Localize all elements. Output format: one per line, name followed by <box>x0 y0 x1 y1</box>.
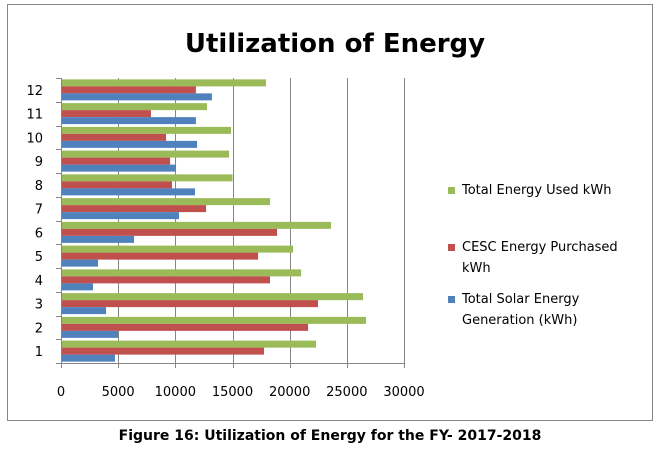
bar <box>62 181 173 189</box>
legend-label: Total Solar Energy <box>461 292 580 307</box>
x-tick-label: 25000 <box>326 385 367 400</box>
y-tick-label: 7 <box>35 203 43 218</box>
y-tick-label: 4 <box>35 274 43 289</box>
bar <box>62 174 233 182</box>
bar <box>62 157 171 165</box>
x-tick-label: 30000 <box>383 385 424 400</box>
bar <box>62 110 151 118</box>
x-tick-label: 0 <box>57 385 65 400</box>
legend-swatch <box>448 296 455 303</box>
bar <box>62 79 266 87</box>
bar <box>62 330 119 338</box>
y-tick-label: 10 <box>26 131 43 146</box>
bar <box>62 354 115 362</box>
bar-chart: Utilization of Energy 0 5000 10000 15000 200… <box>26 29 618 400</box>
figure-caption: Figure 16: Utilization of Energy for the… <box>118 428 542 444</box>
chart-frame: Utilization of Energy 0 5000 10000 15000 200… <box>7 4 653 421</box>
y-tick-label: 12 <box>26 84 43 99</box>
bar <box>62 269 302 277</box>
chart-title: Utilization of Energy <box>185 29 485 59</box>
legend-label: CESC Energy Purchased <box>462 240 618 255</box>
legend-swatch <box>448 244 455 251</box>
legend: Total Energy Used kWh CESC Energy Purchas… <box>448 183 618 328</box>
legend-label: Generation (kWh) <box>462 313 577 328</box>
y-tick-label: 8 <box>35 179 43 194</box>
bar <box>62 86 196 94</box>
axes: 0 5000 10000 15000 20000 25000 300001234567891… <box>26 78 425 400</box>
legend-swatch <box>448 187 455 194</box>
bar <box>62 259 99 267</box>
legend-label: kWh <box>462 261 491 276</box>
bar <box>62 126 232 134</box>
bar <box>62 293 364 301</box>
x-tick-label: 5000 <box>102 385 135 400</box>
bar <box>62 133 167 141</box>
bar <box>62 212 179 220</box>
bar <box>62 276 271 284</box>
bar <box>62 307 107 315</box>
bar <box>62 140 198 148</box>
y-tick-label: 11 <box>26 108 43 123</box>
bar <box>62 228 278 236</box>
bar <box>62 205 207 213</box>
bar <box>62 283 94 291</box>
bars <box>62 79 367 362</box>
bar <box>62 252 259 260</box>
bar <box>62 93 212 101</box>
bar <box>62 103 208 111</box>
bar <box>62 245 294 253</box>
bar <box>62 316 367 324</box>
bar <box>62 323 309 331</box>
bar <box>62 188 195 196</box>
bar <box>62 235 135 243</box>
y-tick-label: 3 <box>35 298 43 313</box>
y-tick-label: 6 <box>35 226 43 241</box>
y-tick-label: 5 <box>35 250 43 265</box>
x-tick-label: 10000 <box>155 385 196 400</box>
legend-label: Total Energy Used kWh <box>461 183 611 198</box>
y-tick-label: 1 <box>35 345 43 360</box>
y-tick-label: 2 <box>35 321 43 336</box>
bar <box>62 340 317 348</box>
bar <box>62 300 319 308</box>
gridlines <box>118 78 405 363</box>
bar <box>62 347 265 355</box>
bar <box>62 221 332 229</box>
bar <box>62 150 230 158</box>
y-tick-label: 9 <box>35 155 43 170</box>
bar <box>62 117 196 125</box>
bar <box>62 164 177 172</box>
x-tick-label: 15000 <box>212 385 253 400</box>
x-tick-label: 20000 <box>269 385 310 400</box>
bar <box>62 198 271 206</box>
